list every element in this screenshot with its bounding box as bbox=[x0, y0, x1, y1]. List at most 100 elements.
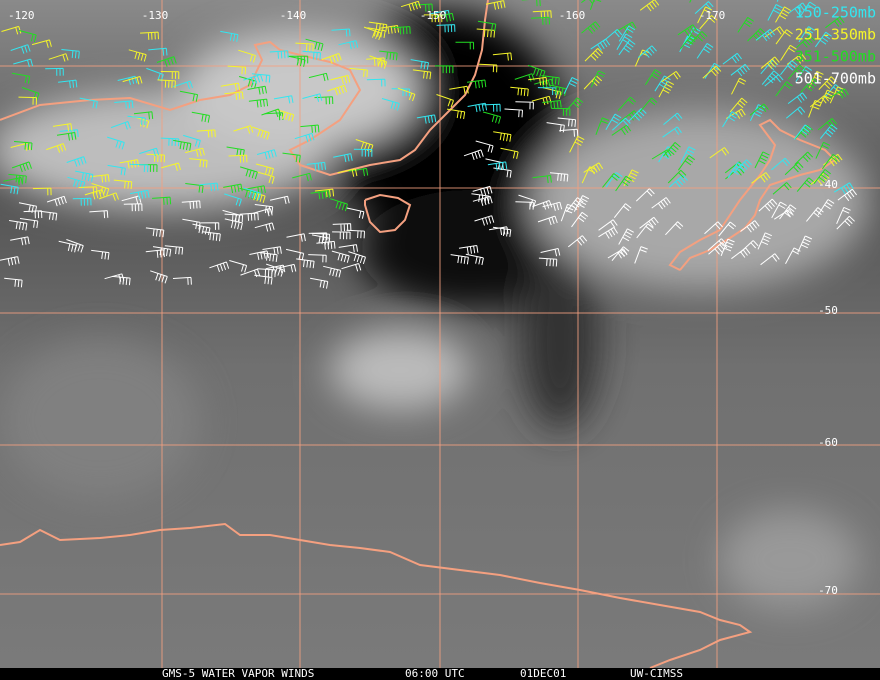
wind-barb bbox=[266, 263, 284, 277]
wind-barb bbox=[771, 157, 791, 171]
wind-barb bbox=[618, 39, 636, 56]
wind-barb bbox=[185, 147, 205, 158]
wind-barb bbox=[400, 0, 421, 12]
wind-barb bbox=[784, 162, 804, 176]
wind-barb bbox=[818, 76, 837, 90]
wind-barb bbox=[286, 233, 306, 242]
longitude-label: -140 bbox=[280, 9, 307, 22]
wind-barb bbox=[355, 139, 374, 153]
wind-barb bbox=[634, 246, 648, 264]
wind-barb bbox=[823, 153, 843, 167]
wind-barb bbox=[224, 91, 244, 100]
wind-barb bbox=[110, 121, 131, 130]
wind-barb bbox=[478, 63, 498, 73]
wind-barb bbox=[560, 203, 575, 222]
wind-barb bbox=[104, 273, 125, 282]
wind-barb bbox=[196, 129, 216, 138]
latitude-label: -70 bbox=[818, 584, 838, 597]
wind-barb bbox=[113, 179, 133, 190]
wind-barb bbox=[48, 53, 69, 62]
wind-barb bbox=[532, 175, 552, 184]
wind-barb bbox=[667, 169, 687, 184]
footer-text: 06:00 UTC bbox=[405, 667, 465, 680]
wind-barb bbox=[590, 38, 611, 51]
wind-barb bbox=[598, 226, 619, 239]
wind-barb bbox=[300, 124, 320, 133]
wind-barb bbox=[819, 124, 838, 140]
wind-barb bbox=[348, 167, 369, 177]
wind-barb bbox=[581, 166, 597, 184]
wind-barb bbox=[704, 221, 723, 235]
wind-barb bbox=[475, 140, 494, 153]
footer-bar bbox=[0, 668, 880, 680]
wind-barb bbox=[412, 69, 432, 80]
wind-barb bbox=[18, 202, 38, 214]
wind-barb bbox=[446, 108, 466, 120]
wind-barb bbox=[787, 64, 806, 80]
wind-barb bbox=[220, 30, 239, 42]
wind-barb bbox=[256, 149, 277, 160]
wind-barb bbox=[689, 31, 708, 45]
wind-barb bbox=[276, 109, 295, 122]
wind-barb bbox=[569, 135, 585, 153]
longitude-label: -150 bbox=[420, 9, 447, 22]
wind-barb bbox=[644, 69, 662, 86]
wind-barb bbox=[133, 111, 154, 120]
wind-barb bbox=[813, 169, 832, 185]
wind-barb bbox=[696, 42, 714, 59]
wind-barb bbox=[537, 215, 558, 226]
wind-barb bbox=[129, 163, 149, 173]
wind-barb bbox=[794, 151, 814, 165]
wind-barb bbox=[238, 49, 256, 63]
wind-barb bbox=[819, 89, 834, 107]
wind-barb bbox=[157, 79, 176, 89]
wind-barb bbox=[757, 232, 773, 250]
wind-barb bbox=[367, 27, 386, 38]
wind-barb bbox=[308, 72, 329, 82]
wind-barb bbox=[254, 274, 273, 285]
wind-barb bbox=[366, 78, 386, 87]
wind-barb bbox=[75, 170, 94, 182]
wind-barb bbox=[173, 139, 192, 151]
wind-barb bbox=[651, 197, 671, 210]
wind-barb bbox=[761, 70, 780, 85]
wind-barb bbox=[38, 210, 58, 221]
wind-barb bbox=[605, 172, 623, 188]
wind-barb bbox=[658, 80, 675, 98]
wind-barb bbox=[229, 260, 248, 273]
wind-barb bbox=[332, 231, 351, 240]
wind-barb bbox=[504, 108, 523, 118]
wind-barb bbox=[348, 251, 366, 265]
wind-barb bbox=[482, 111, 501, 124]
wind-barb bbox=[255, 163, 274, 176]
wind-barb bbox=[256, 171, 275, 184]
wind-barb bbox=[785, 106, 806, 119]
wind-barb bbox=[127, 115, 146, 126]
wind-barb bbox=[493, 131, 512, 142]
wind-barb bbox=[306, 161, 326, 171]
wind-barb bbox=[492, 226, 512, 237]
wind-barb bbox=[410, 59, 429, 70]
wind-barb bbox=[471, 193, 490, 204]
wind-barb bbox=[209, 261, 230, 273]
wind-barb bbox=[91, 183, 110, 196]
wind-barb bbox=[557, 117, 577, 127]
wind-barb bbox=[79, 97, 98, 109]
wind-barb bbox=[665, 221, 684, 236]
wind-barb bbox=[161, 162, 181, 171]
wind-barb bbox=[310, 190, 330, 200]
latitude-label: -40 bbox=[818, 178, 838, 191]
wind-barb bbox=[733, 159, 752, 173]
wind-barb bbox=[458, 245, 479, 255]
footer-text: 01DEC01 bbox=[520, 667, 566, 680]
wind-barb bbox=[720, 238, 735, 257]
legend-entry: 251-350mb bbox=[795, 26, 876, 44]
wind-barb bbox=[276, 263, 297, 273]
wind-barb bbox=[639, 0, 660, 12]
wind-barb bbox=[379, 50, 398, 61]
wind-barb bbox=[787, 2, 808, 15]
wind-barb bbox=[346, 229, 365, 239]
wind-barb bbox=[583, 75, 603, 90]
wind-barb bbox=[493, 167, 512, 178]
wind-barb bbox=[261, 108, 282, 118]
